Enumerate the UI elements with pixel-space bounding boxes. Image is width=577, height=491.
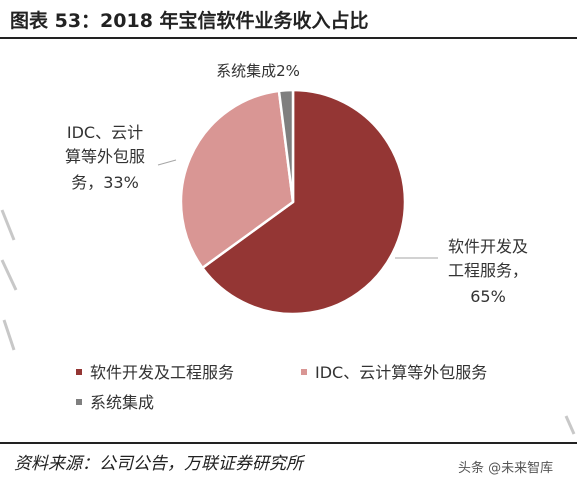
pie-slice bbox=[179, 89, 295, 270]
slice-data-label: 系统集成2% bbox=[216, 62, 300, 80]
slice-data-label: 65% bbox=[470, 287, 506, 306]
source-note: 资料来源：公司公告，万联证券研究所 bbox=[14, 454, 303, 474]
pie-slices bbox=[179, 88, 407, 316]
label-leader-lines bbox=[157, 159, 438, 259]
slice-data-label: IDC、云计 bbox=[67, 123, 143, 142]
watermark: 头条 @未来智库 bbox=[458, 461, 554, 476]
slice-data-label: 软件开发及 bbox=[448, 237, 528, 256]
pie-slice bbox=[201, 88, 407, 316]
legend-marker bbox=[76, 369, 82, 375]
pie-chart: 软件开发及工程服务， 65% IDC、云计算等外包服务，33% 系统集成2% 软件开发… bbox=[65, 62, 528, 412]
chart-title: 图表 53：2018 年宝信软件业务收入占比 bbox=[10, 10, 369, 32]
legend-label: 系统集成 bbox=[90, 393, 154, 412]
slice-data-label: 算等外包服 bbox=[65, 147, 145, 166]
right-edge-decoration bbox=[564, 415, 576, 435]
title-divider bbox=[0, 37, 577, 39]
slice-data-label: 务，33% bbox=[71, 173, 139, 192]
slice-data-label: 工程服务， bbox=[448, 261, 528, 280]
legend-marker bbox=[76, 399, 82, 405]
legend-label: IDC、云计算等外包服务 bbox=[315, 363, 487, 382]
legend-label: 软件开发及工程服务 bbox=[90, 363, 234, 382]
label-leader-line bbox=[157, 159, 177, 166]
data-labels: 软件开发及工程服务， 65% IDC、云计算等外包服务，33% 系统集成2% bbox=[65, 62, 528, 306]
source-divider bbox=[0, 442, 577, 444]
pie-slice bbox=[277, 88, 295, 204]
legend-marker bbox=[301, 369, 307, 375]
left-edge-decoration bbox=[0, 209, 18, 351]
